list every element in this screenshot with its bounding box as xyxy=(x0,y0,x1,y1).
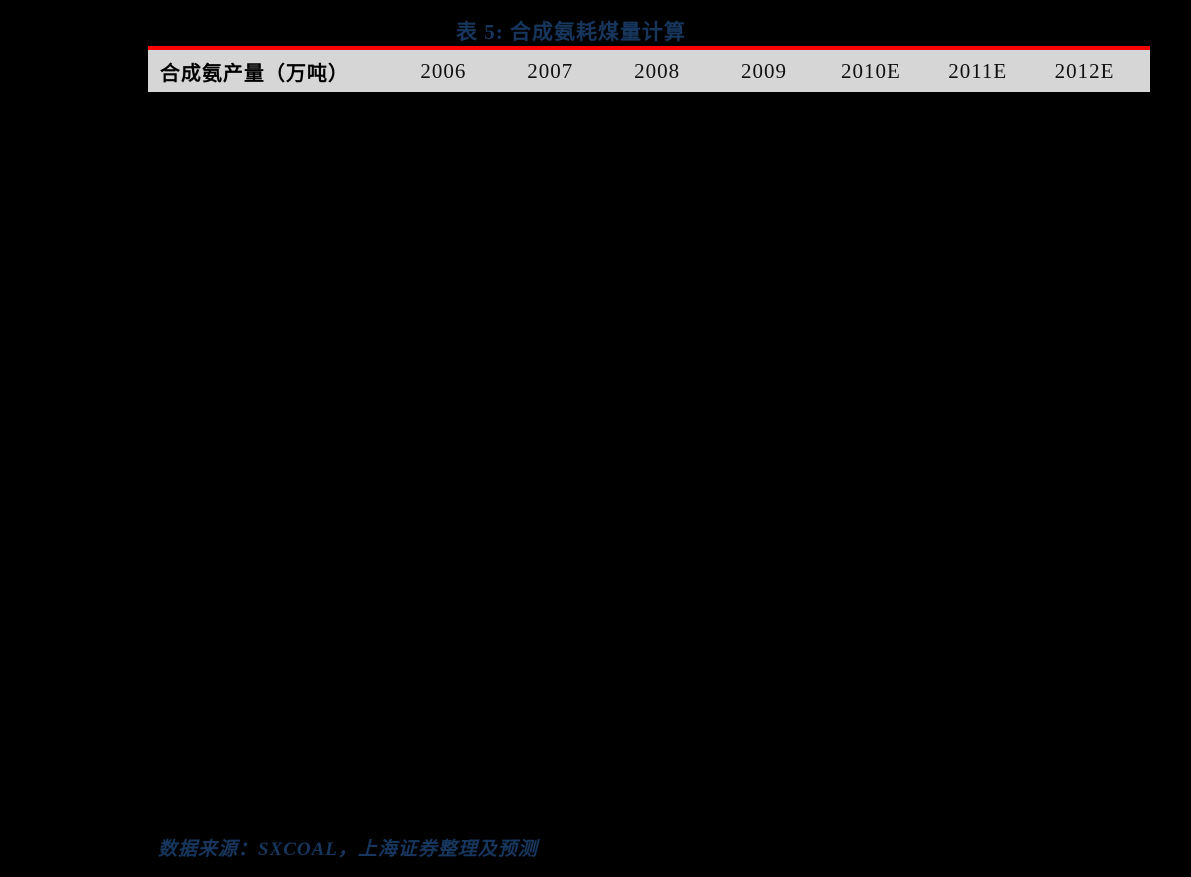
table-header-row: 合成氨产量（万吨） 2006 2007 2008 2009 2010E 2011… xyxy=(148,50,1150,92)
data-table: 表 5: 合成氨耗煤量计算 合成氨产量（万吨） 2006 2007 2008 2… xyxy=(148,18,1150,827)
table-header-row-label: 合成氨产量（万吨） xyxy=(160,62,349,85)
table-header-year-2010e: 2010E xyxy=(840,58,901,83)
data-source-note: 数据来源：SXCOAL，上海证券整理及预测 xyxy=(158,839,538,860)
table-header-year-2012e: 2012E xyxy=(1054,58,1115,83)
table-header-year-2009: 2009 xyxy=(741,58,787,83)
table-body-empty xyxy=(148,92,1150,827)
table-header-year-2007: 2007 xyxy=(527,58,574,83)
table-header-year-2006: 2006 xyxy=(420,58,467,83)
table-title-rule xyxy=(148,46,1150,50)
table-title: 表 5: 合成氨耗煤量计算 xyxy=(456,20,686,44)
table-header-year-2011e: 2011E xyxy=(948,58,1008,83)
table-header-year-2008: 2008 xyxy=(634,58,681,83)
